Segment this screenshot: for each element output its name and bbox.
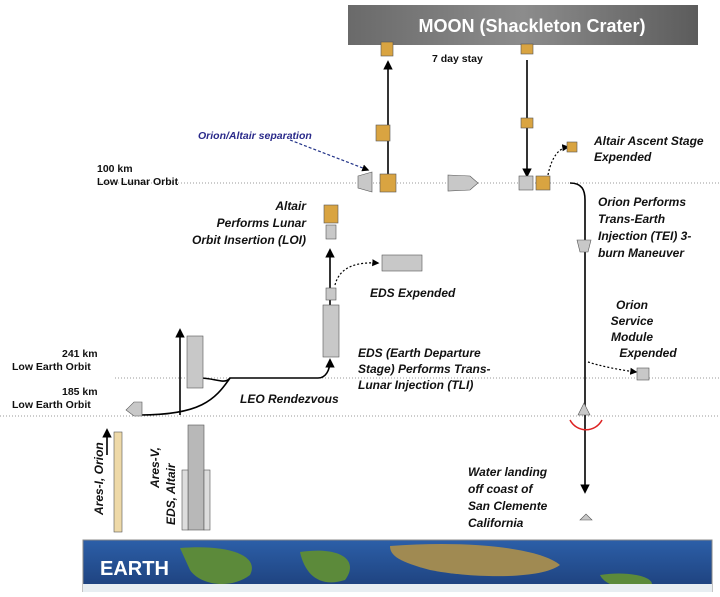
earth-label: EARTH [100,558,169,580]
tli-line: Stage) Performs Trans- [358,362,491,376]
leo-path [139,358,335,416]
rendezvous-curve [199,377,231,382]
stay-label: 7 day stay [432,53,483,65]
landing-line: California [468,516,524,530]
rendezvous-label: LEO Rendezvous [240,392,339,406]
landing-line: off coast of [468,482,533,496]
ascent-expend-arrow [547,144,570,176]
service-module-line: Service [611,314,654,328]
altair-ascent-line: Expended [594,150,652,164]
tli-line: Lunar Injection (TLI) [358,378,473,392]
loi-line: Altair [274,199,307,213]
service-module-line: Module [611,330,653,344]
landing-line: Water landing [468,465,548,479]
orbit-name: Low Earth Orbit [12,399,91,411]
orbit-altitude: 100 km [97,163,133,175]
ares5-line: Ares-V, [148,447,162,489]
moon-label: MOON (Shackleton Crater) [418,16,645,36]
tei-line: burn Maneuver [598,246,685,260]
tei-path [569,182,590,494]
tli-line: EDS (Earth Departure [358,346,481,360]
continents [83,544,712,592]
tei-line: Injection (TEI) 3- [598,229,691,243]
loi-line: Performs Lunar [217,216,308,230]
orbit-name: Low Lunar Orbit [97,176,179,188]
service-module-line: Expended [619,346,677,360]
eds-expended-label: EDS Expended [370,286,456,300]
service-module-line: Orion [616,298,648,312]
orbit-altitude: 241 km [62,348,98,360]
tei-line: Trans-Earth [598,212,665,226]
separation-label: Orion/Altair separation [198,130,312,142]
tei-line: Orion Performs [598,195,686,209]
ares5-line: EDS, Altair [164,462,178,525]
moon-surface [348,5,698,45]
eds-expend-arrow [334,259,380,286]
altair-ascent-line: Altair Ascent Stage [593,134,704,148]
separation-arrow [289,139,370,172]
spacecraft-icons [113,41,650,533]
orbit-altitude: 185 km [62,386,98,398]
landing-line: San Clemente [468,499,548,513]
loi-line: Orbit Insertion (LOI) [192,233,306,247]
ares1-label: Ares-I, Orion [92,442,106,516]
sm-expend-arrow [587,361,638,375]
orbit-name: Low Earth Orbit [12,361,91,373]
